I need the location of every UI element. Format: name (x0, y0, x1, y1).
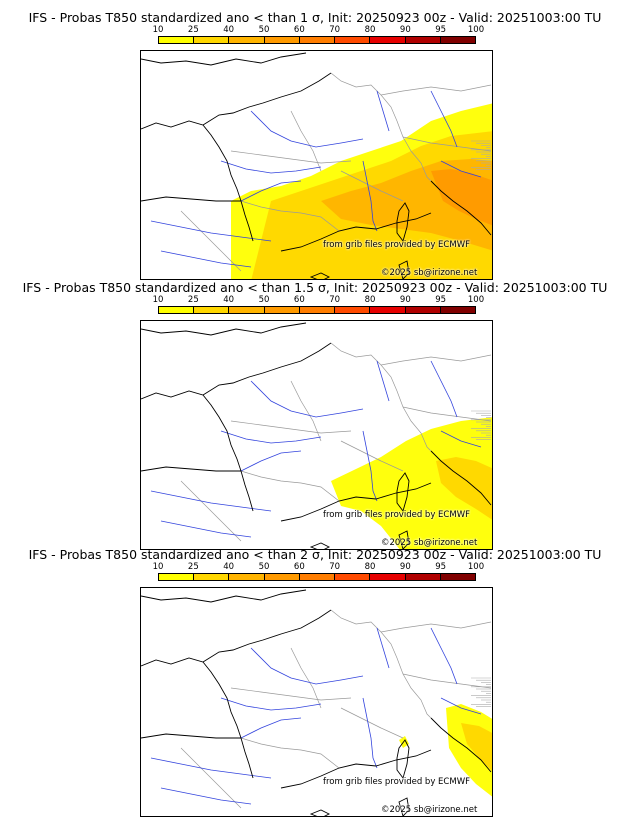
legend-tick-label: 90 (399, 25, 411, 35)
legend-swatch (405, 37, 441, 43)
legend-swatch (159, 37, 195, 43)
legend-swatch (229, 574, 265, 580)
legend-swatch (194, 37, 230, 43)
legend-tick-label: 100 (467, 295, 485, 305)
legend-tick-label: 50 (258, 25, 270, 35)
rivers (150, 627, 482, 805)
legend-swatch (229, 307, 265, 313)
legend-tick-label: 60 (293, 562, 305, 572)
panel-title: IFS - Probas T850 standardized ano < tha… (22, 280, 608, 295)
legend-tick-label: 25 (187, 25, 199, 35)
legend-swatch (440, 574, 475, 580)
legend-tick-label: 25 (187, 295, 199, 305)
rivers (150, 360, 482, 538)
admin-borders (180, 342, 492, 542)
color-legend (158, 573, 476, 581)
forecast-panel-2sigma: IFS - Probas T850 standardized ano < tha… (0, 547, 630, 817)
forecast-panel-1-5sigma: IFS - Probas T850 standardized ano < tha… (0, 280, 630, 550)
probability-area (436, 457, 492, 520)
source-credit: from grib files provided by ECMWF (323, 777, 470, 787)
legend-tick-label: 60 (293, 25, 305, 35)
panel-title: IFS - Probas T850 standardized ano < tha… (28, 10, 602, 25)
forecast-panel-1sigma: IFS - Probas T850 standardized ano < tha… (0, 10, 630, 280)
alps-hatching (471, 677, 491, 707)
coastline (141, 589, 492, 816)
source-credit: from grib files provided by ECMWF (323, 240, 470, 250)
probability-area (461, 723, 492, 771)
legend-swatch (405, 307, 441, 313)
coastline (141, 322, 492, 549)
copyright-credit: ©2025 sb@irizone.net (381, 805, 478, 815)
legend-swatch (370, 574, 406, 580)
map-canvas (141, 322, 492, 549)
legend-swatch (370, 37, 406, 43)
coastline (141, 52, 492, 279)
legend-swatch (194, 574, 230, 580)
panel-title: IFS - Probas T850 standardized ano < tha… (28, 547, 602, 562)
legend-swatch (299, 307, 336, 313)
legend-swatch (335, 37, 371, 43)
legend-tick-label: 40 (223, 562, 235, 572)
legend-tick-label: 10 (152, 25, 164, 35)
legend-tick-label: 95 (435, 295, 447, 305)
copyright-credit: ©2025 sb@irizone.net (381, 538, 478, 548)
legend-tick-label: 50 (258, 295, 270, 305)
legend-swatch (159, 574, 195, 580)
legend-tick-label: 10 (152, 562, 164, 572)
legend-swatch (159, 307, 195, 313)
legend-tick-label: 25 (187, 562, 199, 572)
legend-tick-label: 60 (293, 295, 305, 305)
map-canvas (141, 589, 492, 816)
legend-tick-label: 100 (467, 562, 485, 572)
probability-map: from grib files provided by ECMWF ©2025 s… (140, 587, 493, 817)
legend-tick-label: 70 (329, 562, 341, 572)
copyright-credit: ©2025 sb@irizone.net (381, 268, 478, 278)
legend-swatch (440, 37, 475, 43)
source-credit: from grib files provided by ECMWF (323, 510, 470, 520)
legend-swatch (370, 307, 406, 313)
rivers (150, 90, 482, 268)
color-legend (158, 36, 476, 44)
probability-map: from grib files provided by ECMWF ©2025 s… (140, 320, 493, 550)
legend-tick-label: 40 (223, 295, 235, 305)
color-legend (158, 306, 476, 314)
admin-borders (180, 72, 492, 272)
legend-swatch (335, 307, 371, 313)
legend-tick-label: 50 (258, 562, 270, 572)
legend-swatch (194, 307, 230, 313)
legend-tick-label: 80 (364, 295, 376, 305)
legend-swatch (299, 37, 336, 43)
legend-tick-label: 80 (364, 562, 376, 572)
probability-map: from grib files provided by ECMWF ©2025 s… (140, 50, 493, 280)
legend-swatch (440, 307, 475, 313)
map-canvas (141, 52, 492, 279)
legend-swatch (229, 37, 265, 43)
legend-tick-label: 90 (399, 562, 411, 572)
legend-tick-label: 70 (329, 25, 341, 35)
legend-tick-label: 95 (435, 562, 447, 572)
probability-area (431, 169, 492, 226)
legend-tick-label: 80 (364, 25, 376, 35)
legend-swatch (299, 574, 336, 580)
legend-swatch (264, 307, 300, 313)
legend-tick-label: 10 (152, 295, 164, 305)
legend-swatch (264, 37, 300, 43)
probability-area (331, 417, 492, 549)
legend-tick-label: 90 (399, 295, 411, 305)
legend-swatch (405, 574, 441, 580)
legend-tick-label: 95 (435, 25, 447, 35)
legend-tick-label: 100 (467, 25, 485, 35)
legend-swatch (335, 574, 371, 580)
legend-swatch (264, 574, 300, 580)
legend-tick-label: 70 (329, 295, 341, 305)
admin-borders (180, 609, 492, 809)
legend-tick-label: 40 (223, 25, 235, 35)
